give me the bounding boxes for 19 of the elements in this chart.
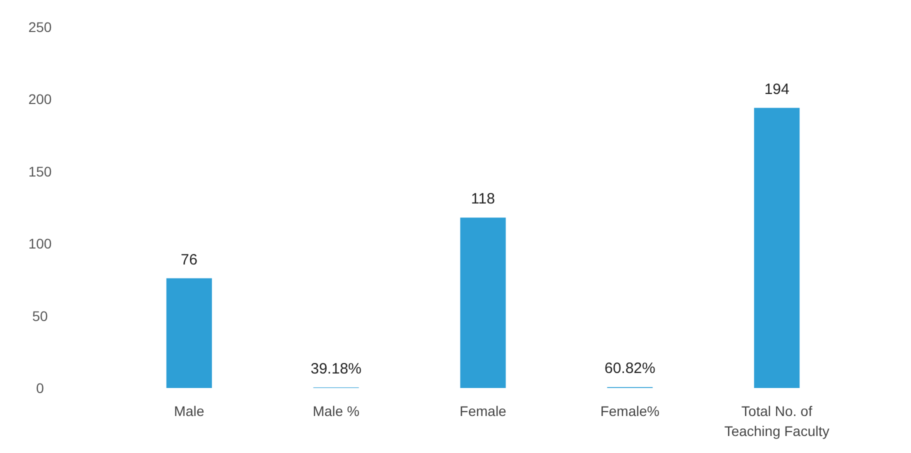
x-tick-label: Female%: [600, 403, 660, 419]
y-tick-label: 100: [28, 236, 52, 252]
data-label: 76: [180, 251, 198, 268]
data-label: 118: [471, 190, 495, 208]
x-tick-label: Total No. of Teaching Faculty: [724, 403, 830, 439]
y-tick-label: 0: [36, 380, 44, 396]
y-tick-label: 200: [28, 91, 52, 108]
bar: [754, 108, 800, 388]
bar: [166, 278, 212, 388]
y-tick-label: 250: [28, 19, 52, 35]
data-label: 60.82%: [604, 360, 656, 378]
data-label: 39.18%: [310, 360, 362, 378]
y-tick-label: 150: [28, 163, 52, 180]
data-label: 194: [764, 80, 790, 98]
x-tick-label: Male: [174, 403, 205, 419]
x-tick-label: Male %: [312, 403, 360, 419]
bar: [460, 218, 506, 388]
y-tick-label: 50: [32, 308, 48, 324]
x-tick-label: Female: [460, 403, 507, 419]
